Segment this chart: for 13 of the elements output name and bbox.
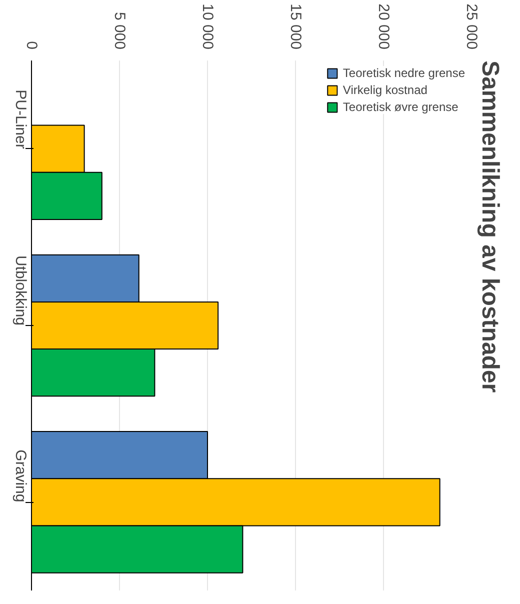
- x-tick-label: 5 000: [111, 12, 128, 50]
- x-tick-label: 25 000: [463, 4, 480, 50]
- x-tick-label: 0: [23, 41, 40, 50]
- x-tick-label: 20 000: [375, 4, 392, 50]
- y-tick-label: Graving: [12, 450, 29, 502]
- y-tick-label: Utblokking: [12, 255, 29, 326]
- y-tick-label: PU-Liner: [12, 90, 29, 149]
- legend-label: Virkelig kostnad: [342, 83, 428, 97]
- x-tick-label: 10 000: [199, 4, 216, 50]
- legend-label: Teoretisk nedre grense: [342, 66, 465, 80]
- text: Sammenlikning av kostnader: [476, 60, 504, 393]
- x-tick-label: 15 000: [287, 4, 304, 50]
- legend-label: Teoretisk øvre grense: [342, 100, 458, 114]
